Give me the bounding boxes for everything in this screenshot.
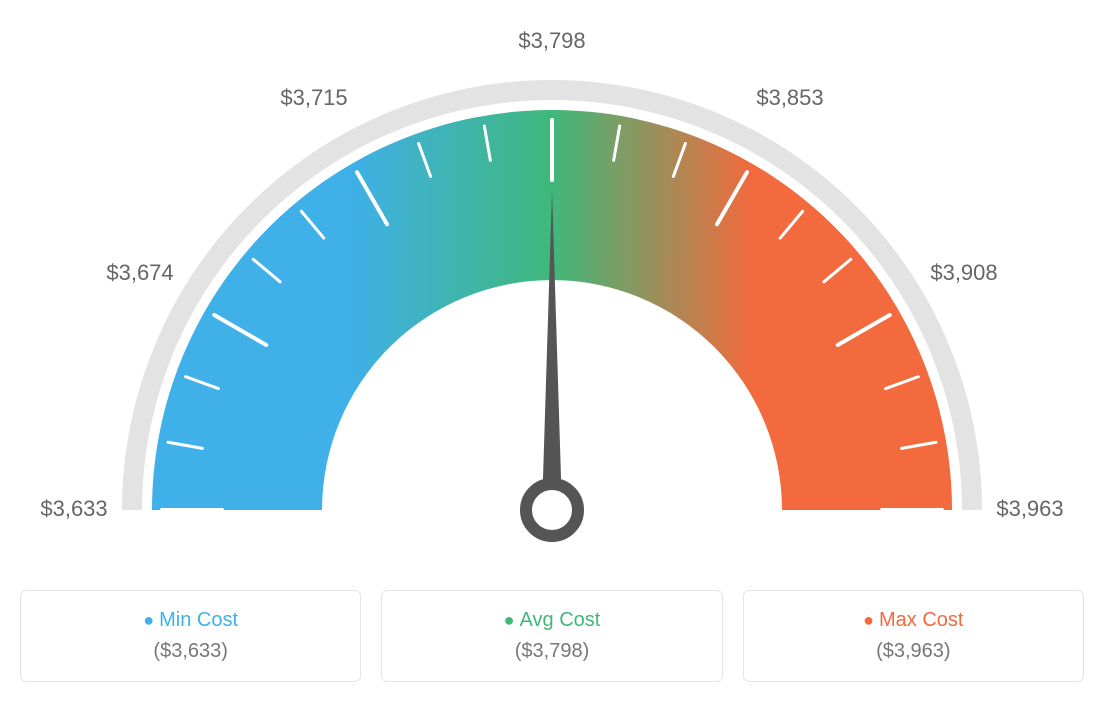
legend-max-label: Max Cost	[764, 609, 1063, 632]
tick-label: $3,674	[106, 260, 173, 285]
legend-min-value: ($3,633)	[41, 640, 340, 663]
gauge-chart: $3,633 $3,674 $3,715 $3,798 $3,853 $3,90…	[20, 20, 1084, 682]
legend-avg-label: Avg Cost	[402, 609, 701, 632]
legend-row: Min Cost ($3,633) Avg Cost ($3,798) Max …	[20, 590, 1084, 682]
legend-max-box: Max Cost ($3,963)	[743, 590, 1084, 682]
tick-label: $3,633	[40, 496, 107, 521]
tick-label: $3,715	[280, 85, 347, 110]
gauge-svg: $3,633 $3,674 $3,715 $3,798 $3,853 $3,90…	[20, 20, 1084, 560]
legend-min-box: Min Cost ($3,633)	[20, 590, 361, 682]
legend-min-label: Min Cost	[41, 609, 340, 632]
tick-label: $3,853	[756, 85, 823, 110]
legend-avg-value: ($3,798)	[402, 640, 701, 663]
needle-hub-outer	[526, 484, 578, 536]
tick-label: $3,798	[518, 28, 585, 53]
tick-label: $3,963	[996, 496, 1063, 521]
legend-avg-box: Avg Cost ($3,798)	[381, 590, 722, 682]
legend-max-value: ($3,963)	[764, 640, 1063, 663]
tick-label: $3,908	[930, 260, 997, 285]
